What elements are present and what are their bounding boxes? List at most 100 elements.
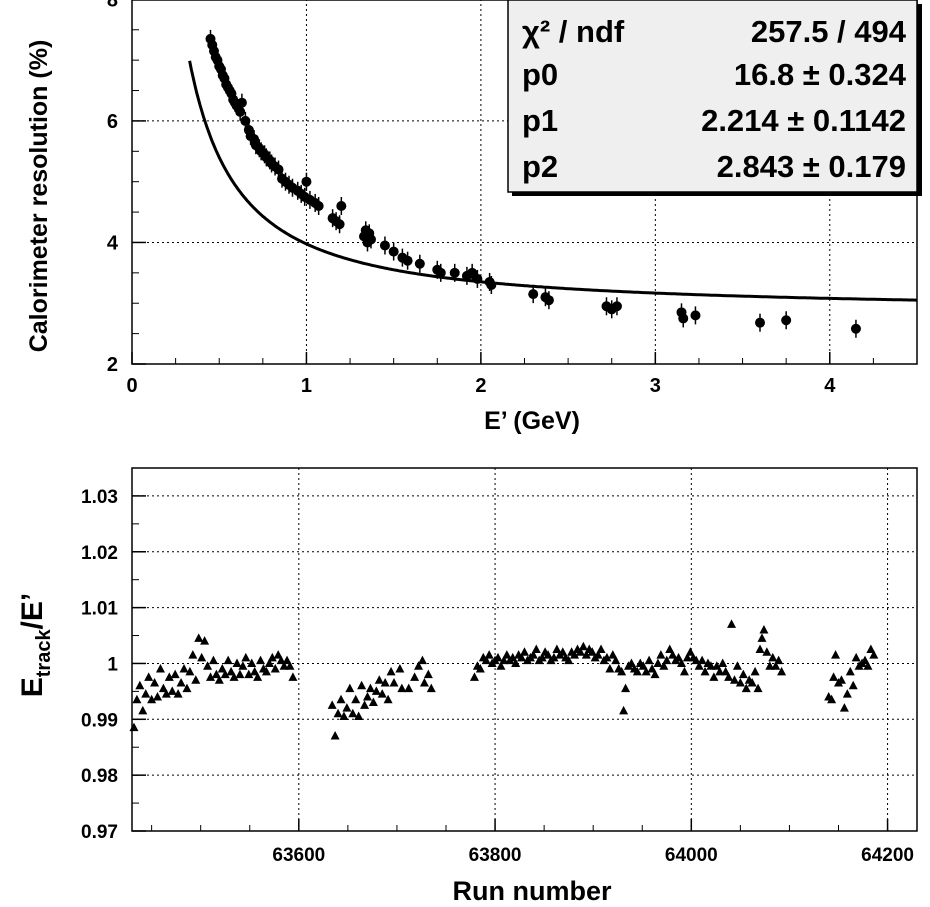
triangle-marker	[729, 675, 739, 684]
triangle-marker	[543, 650, 553, 659]
triangle-marker	[674, 652, 684, 662]
triangle-marker	[380, 678, 390, 687]
triangle-marker	[182, 683, 192, 693]
triangle-marker	[679, 666, 689, 676]
triangle-marker	[267, 652, 277, 662]
data-point	[678, 313, 689, 324]
triangle-marker	[626, 658, 636, 667]
bottom-axis-ticks	[132, 467, 889, 832]
stats-row-label: p0	[522, 57, 558, 92]
y-tick-label: 0.99	[81, 710, 118, 731]
triangle-marker	[135, 680, 145, 690]
triangle-marker	[363, 691, 372, 701]
triangle-marker	[414, 661, 424, 670]
data-point	[313, 201, 324, 211]
triangle-marker	[757, 633, 767, 642]
triangle-marker	[517, 652, 527, 662]
triangle-marker	[724, 672, 734, 681]
triangle-marker	[656, 650, 666, 659]
triangle-marker	[345, 683, 355, 693]
triangle-marker	[549, 652, 559, 662]
triangle-marker	[357, 680, 367, 690]
triangle-marker	[528, 650, 538, 659]
triangle-marker	[129, 722, 139, 732]
x-tick-label: 64200	[861, 845, 914, 866]
stats-box: χ² / ndf 257.5 / 494 p0 16.8 ± 0.324 p1 …	[507, 0, 922, 196]
data-point	[365, 234, 376, 245]
triangle-marker	[273, 650, 283, 659]
triangle-marker	[829, 672, 839, 681]
triangle-marker	[365, 683, 375, 693]
y-tick-label: 6	[107, 111, 118, 133]
triangle-marker	[348, 708, 358, 718]
triangle-marker	[279, 661, 289, 670]
triangle-marker	[374, 675, 384, 684]
triangle-marker	[276, 655, 286, 665]
triangle-marker	[839, 703, 849, 712]
triangle-marker	[285, 661, 295, 670]
triangle-marker	[282, 655, 292, 665]
triangle-marker	[404, 683, 414, 693]
triangle-marker	[508, 652, 518, 662]
triangle-marker	[842, 689, 852, 698]
triangle-marker	[371, 686, 381, 695]
triangle-marker	[650, 669, 660, 679]
triangle-marker	[581, 650, 591, 659]
triangle-marker	[578, 641, 588, 651]
triangle-marker	[200, 636, 210, 645]
data-point	[236, 97, 247, 108]
triangle-marker	[836, 675, 846, 684]
triangle-marker	[155, 664, 165, 673]
triangle-marker	[759, 624, 769, 634]
triangle-marker	[741, 683, 751, 693]
data-point	[528, 289, 539, 300]
stats-box-panel	[507, 0, 918, 193]
data-point	[435, 267, 446, 278]
triangle-marker	[575, 647, 585, 656]
triangle-marker	[531, 644, 541, 653]
triangle-marker	[164, 672, 174, 681]
triangle-marker	[502, 650, 512, 659]
triangle-marker	[682, 652, 692, 662]
triangle-marker	[845, 666, 855, 676]
triangle-marker	[665, 644, 675, 653]
triangle-marker	[768, 652, 778, 662]
resolution-chart: 0 1 2 3 4 2 4 6 8 χ² / ndf 257.5 / 494 p0 16.8 …	[25, 0, 922, 435]
triangle-marker	[499, 655, 509, 665]
triangle-marker	[848, 680, 858, 690]
triangle-marker	[738, 669, 748, 679]
triangle-marker	[197, 652, 207, 662]
x-tick-label: 2	[475, 375, 486, 397]
x-tick-label: 64000	[665, 845, 718, 866]
triangle-marker	[153, 691, 163, 701]
triangle-marker	[558, 647, 568, 656]
triangle-marker	[621, 683, 631, 693]
triangle-marker	[351, 694, 361, 704]
triangle-marker	[869, 650, 879, 659]
triangle-marker	[158, 683, 168, 693]
stats-row-value: 257.5 / 494	[751, 14, 907, 49]
triangle-marker	[520, 647, 529, 656]
data-point	[301, 176, 312, 187]
top-y-axis-label: Calorimeter resolution (%)	[25, 40, 53, 353]
data-point	[402, 255, 413, 266]
triangle-marker	[747, 678, 757, 687]
top-axis-ticks	[131, 0, 918, 365]
triangle-marker	[226, 666, 236, 676]
triangle-marker	[475, 664, 485, 673]
x-tick-label: 3	[650, 375, 661, 397]
triangle-marker	[691, 655, 701, 665]
triangle-marker	[232, 658, 242, 667]
triangle-marker	[241, 652, 251, 662]
triangle-marker	[229, 672, 239, 681]
data-point	[273, 164, 284, 175]
triangle-marker	[608, 650, 618, 659]
x-tick-label: 0	[126, 375, 137, 397]
triangle-marker	[336, 694, 346, 704]
triangle-marker	[653, 658, 663, 667]
triangle-marker	[132, 694, 142, 704]
triangle-marker	[706, 661, 716, 670]
triangle-marker	[863, 661, 873, 670]
triangle-marker	[360, 700, 370, 709]
triangle-marker	[244, 669, 254, 679]
